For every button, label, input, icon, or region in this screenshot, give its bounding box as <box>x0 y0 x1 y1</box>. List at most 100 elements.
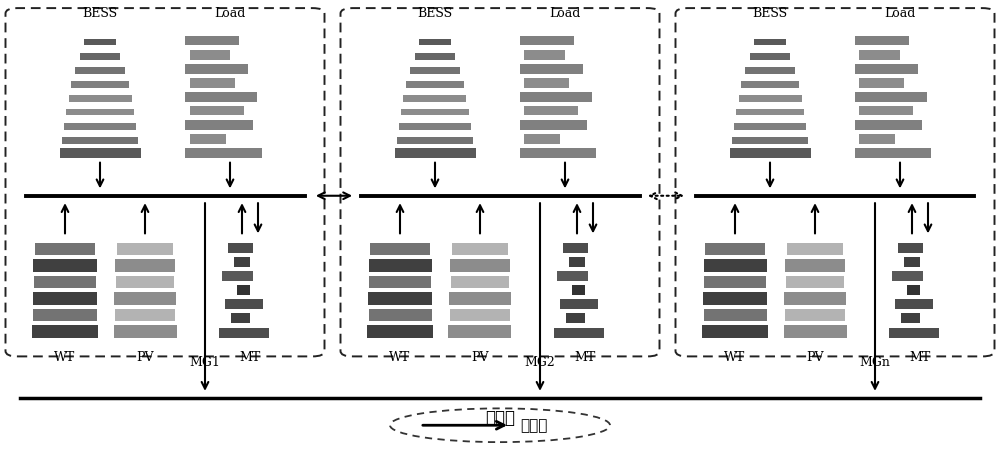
Bar <box>784 325 846 338</box>
Bar <box>520 148 596 157</box>
Bar <box>190 50 230 59</box>
Text: MT: MT <box>574 351 596 364</box>
Bar <box>889 328 939 338</box>
Bar <box>32 325 98 338</box>
Bar <box>117 243 173 255</box>
Bar <box>185 121 252 130</box>
Bar <box>399 123 471 130</box>
Bar <box>450 309 510 321</box>
Bar <box>736 108 804 116</box>
Bar <box>401 108 469 116</box>
Bar <box>185 36 239 45</box>
Bar <box>406 81 464 87</box>
Bar <box>190 106 244 116</box>
Bar <box>33 309 96 321</box>
Bar <box>397 137 473 144</box>
Bar <box>114 292 176 305</box>
Text: Load: Load <box>214 7 246 20</box>
Bar <box>225 299 263 309</box>
Text: PV: PV <box>136 351 154 364</box>
Bar <box>572 285 585 295</box>
Bar <box>34 275 96 288</box>
Bar <box>419 39 451 45</box>
Bar <box>237 285 250 295</box>
Bar <box>892 271 923 281</box>
Bar <box>557 271 588 281</box>
Bar <box>859 78 904 87</box>
Bar <box>450 259 510 271</box>
Bar <box>520 64 583 73</box>
Text: MG1: MG1 <box>190 356 220 369</box>
Bar <box>520 92 592 102</box>
Bar <box>569 257 585 267</box>
Bar <box>560 299 598 309</box>
Bar <box>367 325 433 338</box>
Bar <box>68 94 132 102</box>
Bar <box>524 106 578 116</box>
Bar <box>415 53 455 59</box>
Bar <box>116 275 174 288</box>
Bar <box>554 328 604 338</box>
Bar <box>115 259 175 271</box>
Bar <box>185 64 248 73</box>
Bar <box>115 309 175 321</box>
Bar <box>114 325 177 338</box>
Bar <box>524 135 560 144</box>
Bar <box>754 39 786 45</box>
Text: Load: Load <box>884 7 916 20</box>
Bar <box>185 92 257 102</box>
Bar <box>520 36 574 45</box>
Text: BESS: BESS <box>82 7 118 20</box>
Bar <box>859 135 895 144</box>
Text: MGn: MGn <box>860 356 890 369</box>
Bar <box>895 299 933 309</box>
Bar <box>403 94 466 102</box>
Bar <box>702 325 768 338</box>
Bar <box>234 257 250 267</box>
Bar <box>738 94 802 102</box>
Bar <box>33 259 96 271</box>
Text: MT: MT <box>909 351 931 364</box>
Text: Load: Load <box>549 7 581 20</box>
Bar <box>734 123 806 130</box>
Text: BESS: BESS <box>752 7 788 20</box>
Bar <box>901 314 920 324</box>
Bar <box>704 309 767 321</box>
Bar <box>231 314 250 324</box>
Bar <box>898 243 923 252</box>
Bar <box>859 106 913 116</box>
Bar <box>35 243 95 255</box>
Bar <box>451 275 509 288</box>
Ellipse shape <box>390 409 610 442</box>
Bar <box>410 67 460 73</box>
Bar <box>855 64 918 73</box>
Text: BESS: BESS <box>417 7 453 20</box>
Bar <box>784 292 846 305</box>
Bar <box>80 53 120 59</box>
Bar <box>750 53 790 59</box>
Bar <box>907 285 920 295</box>
Bar <box>368 292 432 305</box>
Bar <box>368 309 432 321</box>
Bar <box>730 148 810 158</box>
Bar <box>370 243 430 255</box>
Bar <box>228 243 253 252</box>
Bar <box>75 67 125 73</box>
Bar <box>855 92 927 102</box>
Bar <box>705 243 765 255</box>
Bar <box>60 148 141 158</box>
Bar <box>787 243 843 255</box>
Bar <box>704 259 767 271</box>
Bar <box>563 243 588 252</box>
Bar <box>855 36 909 45</box>
Bar <box>64 123 136 130</box>
Bar <box>368 259 432 271</box>
Bar <box>785 259 845 271</box>
Bar <box>62 137 138 144</box>
Text: MT: MT <box>239 351 261 364</box>
Text: WT: WT <box>389 351 411 364</box>
Bar <box>71 81 129 87</box>
Bar <box>566 314 585 324</box>
Bar <box>703 292 767 305</box>
Bar <box>855 121 922 130</box>
